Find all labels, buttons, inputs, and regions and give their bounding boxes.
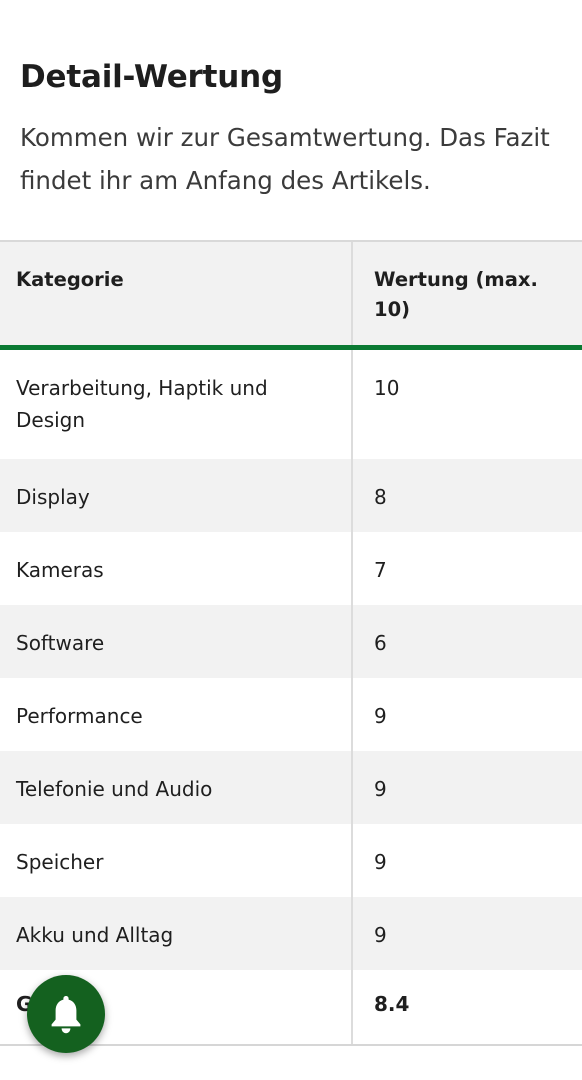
table-row: Speicher 9	[0, 824, 582, 897]
total-score-cell: 8.4	[351, 970, 582, 1046]
score-cell: 9	[351, 751, 582, 824]
score-cell: 7	[351, 532, 582, 605]
table-row: Kameras 7	[0, 532, 582, 605]
category-cell: Verarbeitung, Haptik und Design	[16, 375, 268, 432]
table-row: Telefonie und Audio 9	[0, 751, 582, 824]
score-cell: 9	[351, 824, 582, 897]
score-cell: 9	[351, 678, 582, 751]
category-cell: Display	[0, 459, 352, 532]
table-row: Display 8	[0, 459, 582, 532]
category-cell: Kameras	[16, 558, 104, 582]
table-row: Software 6	[0, 605, 582, 678]
table-row: Akku und Alltag 9	[0, 897, 582, 970]
table-header-row: Kategorie Wertung (max. 10)	[0, 240, 582, 350]
category-cell: Speicher	[16, 850, 104, 874]
category-cell: Akku und Alltag	[0, 897, 352, 970]
table-row: Verarbeitung, Haptik und Design 10	[0, 347, 582, 459]
score-cell: 6	[351, 605, 582, 678]
score-cell: 10	[351, 347, 582, 459]
bell-icon	[51, 996, 81, 1034]
column-header-score: Wertung (max. 10)	[351, 240, 582, 350]
category-cell: Software	[0, 605, 352, 678]
category-cell: Performance	[16, 704, 143, 728]
score-cell: 9	[351, 897, 582, 970]
column-header-category: Kategorie	[0, 240, 352, 350]
table-row: Performance 9	[0, 678, 582, 751]
score-cell: 8	[351, 459, 582, 532]
intro-text: Kommen wir zur Gesamtwertung. Das Fazit …	[20, 123, 550, 195]
score-table: Kategorie Wertung (max. 10) Verarbeitung…	[0, 240, 582, 1046]
notification-bell-button[interactable]	[27, 975, 105, 1053]
section-heading: Detail-Wertung	[20, 59, 283, 95]
category-cell: Telefonie und Audio	[0, 751, 352, 824]
